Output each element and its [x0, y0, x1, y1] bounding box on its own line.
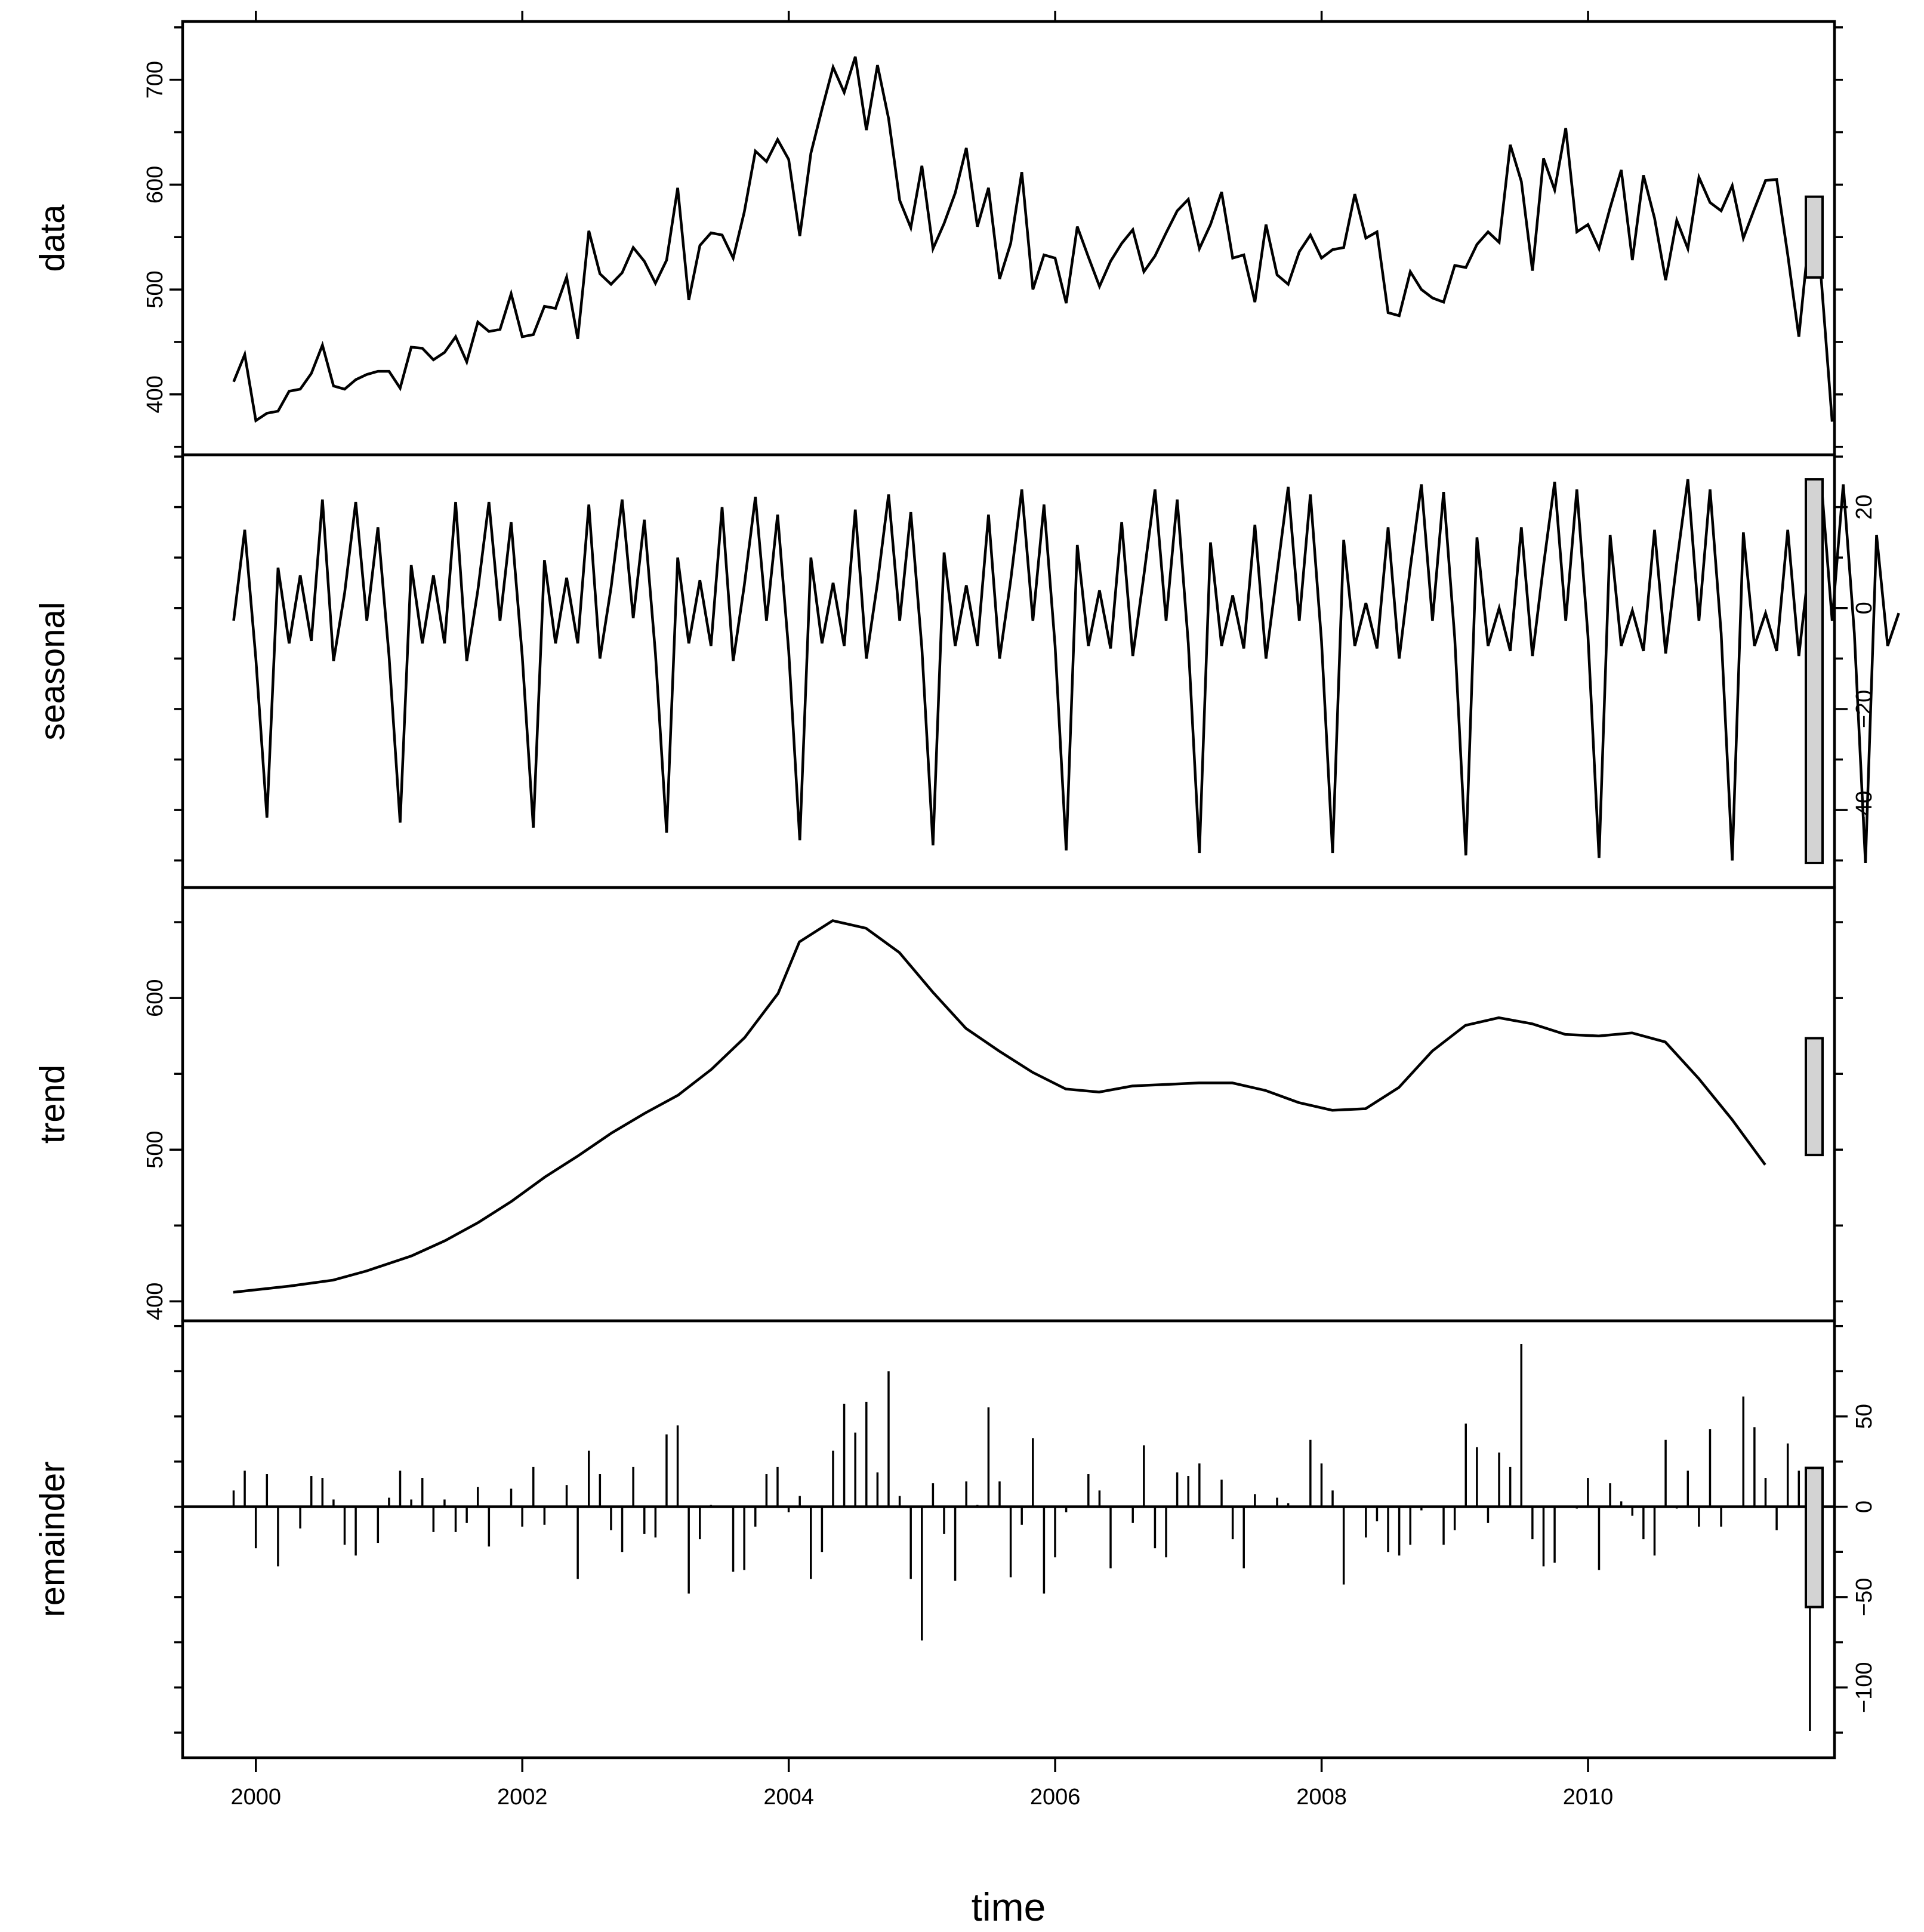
- y-tick-label-remainder: −50: [1852, 1578, 1877, 1616]
- y-tick-label-data: 400: [143, 375, 168, 413]
- y-tick-label-seasonal: −40: [1852, 791, 1877, 829]
- x-axis-title: time: [972, 1885, 1046, 1929]
- y-tick-label-seasonal: −20: [1852, 690, 1877, 728]
- y-tick-label-data: 700: [143, 61, 168, 98]
- scale-bar-trend: [1805, 1037, 1824, 1157]
- panel-data: 400 500 600 700 data: [33, 20, 1843, 457]
- panel-frame-data: [181, 20, 1836, 457]
- scale-bar-data: [1805, 195, 1824, 279]
- y-tick-label-seasonal: 0: [1852, 602, 1877, 614]
- y-tick-label-trend: 500: [143, 1131, 168, 1169]
- y-tick-label-data: 600: [143, 166, 168, 204]
- panels: 400500600700data−40−20020seasonal4005006…: [33, 20, 1900, 1760]
- series-line-seasonal: [232, 479, 1900, 864]
- panel-label-data: data: [33, 204, 72, 272]
- panel-frame-seasonal: [181, 453, 1836, 889]
- series-line-trend: [233, 919, 1766, 1294]
- x-tick-label: 2008: [1296, 1785, 1347, 1810]
- panel-label-remainder: remainder: [33, 1461, 72, 1617]
- y-tick-label-seasonal: 20: [1852, 494, 1877, 519]
- y-tick-label-remainder: 50: [1852, 1404, 1877, 1429]
- y-tick-label-trend: 600: [143, 979, 168, 1016]
- y-tick-label-trend: 400: [143, 1283, 168, 1320]
- scale-bar-remainder: [1805, 1466, 1824, 1609]
- panel-frame-trend: [181, 886, 1836, 1323]
- x-tick-label: 2006: [1030, 1785, 1081, 1810]
- x-tick-label: 2000: [231, 1785, 282, 1810]
- panel-seasonal: −40 −20 0 20 seasonal: [33, 453, 1900, 889]
- panel-label-trend: trend: [33, 1065, 72, 1144]
- panel-trend: 400 500 600 trend: [33, 886, 1843, 1323]
- scale-bar-seasonal: [1805, 478, 1824, 864]
- x-tick-label: 2010: [1563, 1785, 1614, 1810]
- x-axis: 2000 2002 2004 2006 2008 2010: [231, 11, 1614, 1810]
- y-tick-label-remainder: −100: [1852, 1662, 1877, 1713]
- y-tick-label-data: 500: [143, 270, 168, 308]
- series-line-data: [232, 56, 1834, 423]
- x-tick-label: 2002: [497, 1785, 548, 1810]
- x-tick-label: 2004: [763, 1785, 814, 1810]
- y-tick-label-remainder: 0: [1852, 1500, 1877, 1513]
- panel-label-seasonal: seasonal: [33, 602, 72, 740]
- panel-remainder: −100 −50 0 50 remainder: [33, 1319, 1877, 1760]
- panel-frame-remainder: [181, 1319, 1836, 1760]
